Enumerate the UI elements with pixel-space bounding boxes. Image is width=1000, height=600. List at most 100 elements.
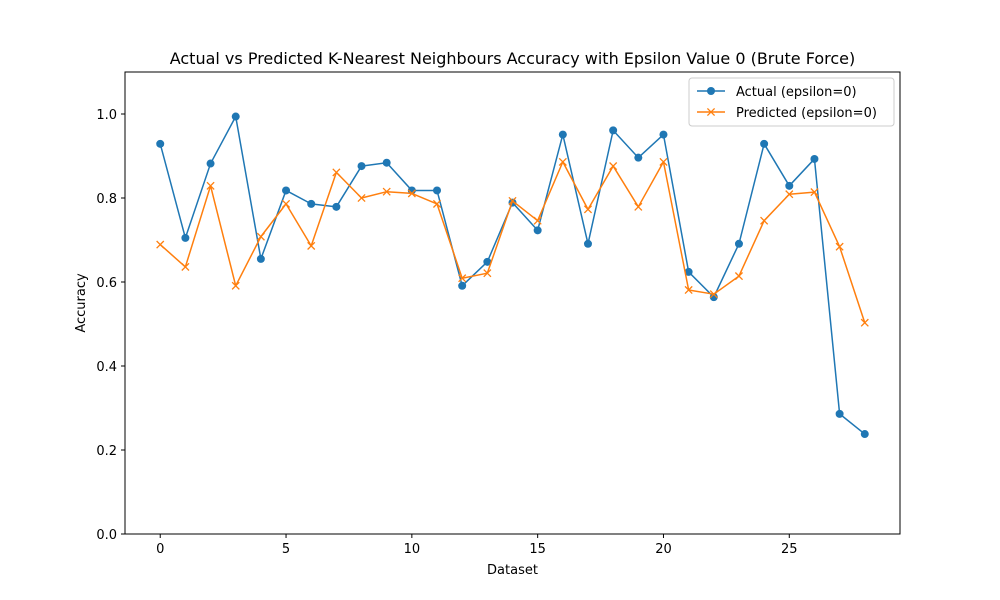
data-point-predicted [533,216,542,225]
data-point-predicted [307,241,316,250]
x-marker-stroke [332,168,341,177]
x-tick-label: 25 [781,542,798,557]
x-marker-stroke [307,241,316,250]
data-point-predicted [583,205,593,214]
data-point-actual [407,186,416,195]
data-point-predicted [734,272,744,281]
x-marker-stroke [709,290,718,299]
x-marker-stroke [458,274,467,283]
data-point-actual [458,281,467,290]
x-marker-stroke [281,199,291,208]
data-point-actual [332,202,341,211]
data-point-actual [709,293,718,302]
x-marker-stroke [206,181,215,190]
data-point-actual [382,158,391,167]
data-point-predicted [508,196,517,205]
data-point-actual [206,159,215,168]
y-tick-label: 0.2 [96,444,117,459]
data-point-predicted [810,188,819,197]
x-marker-stroke [810,188,819,197]
data-point-predicted [860,318,869,327]
x-marker-stroke [156,240,165,249]
x-tick-label: 10 [404,542,421,557]
x-marker-stroke [760,216,769,225]
data-point-predicted [709,290,718,299]
x-marker-stroke [860,318,869,327]
x-tick-label: 5 [282,542,290,557]
data-point-actual [231,112,240,121]
data-point-actual [760,139,769,148]
data-point-predicted [281,199,291,208]
x-tick-label: 0 [156,542,164,557]
data-point-predicted [609,162,618,171]
data-point-predicted [407,189,416,198]
x-axis-label: Dataset [487,563,538,578]
legend-label-predicted: Predicted (epsilon=0) [736,106,877,121]
data-point-actual [634,153,643,162]
x-marker-stroke [706,107,716,117]
data-point-actual [609,126,618,135]
y-tick-label: 0.8 [96,192,117,207]
x-marker-stroke [382,187,391,196]
data-point-predicted [684,285,693,295]
y-tick-label: 1.0 [96,108,117,123]
data-point-actual [558,130,567,139]
x-marker-stroke [181,262,190,271]
data-point-actual [256,254,265,263]
legend-items: Actual (epsilon=0) Predicted (epsilon=0) [697,85,877,121]
data-point-predicted [558,157,567,166]
data-point-actual [433,186,442,195]
data-point-actual [810,154,819,163]
data-point-actual [282,186,291,195]
plot-area [124,71,901,535]
series-layer [156,112,869,439]
legend-marker-predicted [706,107,716,117]
x-marker-stroke [558,157,567,166]
x-marker-stroke [357,193,366,203]
data-point-predicted [483,269,492,278]
legend-box [688,77,895,127]
y-tick-label: 0.0 [96,528,117,543]
x-tick-label: 15 [529,542,546,557]
axis-ticks: 0 5 10 15 20 25 0.0 0.2 0.4 0.6 0.8 1.0 [96,108,797,557]
data-point-predicted [785,190,794,199]
data-point-actual [357,162,366,171]
x-marker-stroke [835,242,844,251]
data-point-predicted [332,168,341,177]
data-point-actual [860,430,869,439]
x-marker-stroke [659,157,668,166]
data-point-actual [835,409,844,418]
x-marker-stroke [684,285,693,295]
legend-marker-actual [707,87,715,95]
data-point-predicted [206,181,215,190]
data-point-actual [684,267,693,276]
data-point-actual [533,226,542,235]
x-marker-stroke [432,199,442,208]
y-tick-label: 0.6 [96,276,117,291]
data-point-predicted [659,157,668,166]
x-marker-stroke [407,189,416,198]
x-marker-stroke [734,272,744,281]
data-point-predicted [634,202,643,211]
y-tick-label: 0.4 [96,360,117,375]
x-marker-stroke [533,216,542,225]
data-point-predicted [382,187,391,196]
data-point-predicted [231,281,240,290]
data-point-actual [583,239,592,248]
x-marker-stroke [231,281,240,290]
x-tick-label: 20 [655,542,672,557]
x-marker-stroke [483,269,492,278]
x-marker-stroke [785,190,794,199]
data-point-predicted [156,240,165,249]
data-point-predicted [181,262,190,271]
legend-label-actual: Actual (epsilon=0) [736,85,857,100]
data-point-predicted [458,274,467,283]
data-point-predicted [760,216,769,225]
x-marker-stroke [609,162,618,171]
x-marker-stroke [583,205,593,214]
x-marker-stroke [256,232,265,241]
data-point-predicted [357,193,366,203]
data-point-actual [181,233,190,242]
data-point-predicted [432,199,442,208]
